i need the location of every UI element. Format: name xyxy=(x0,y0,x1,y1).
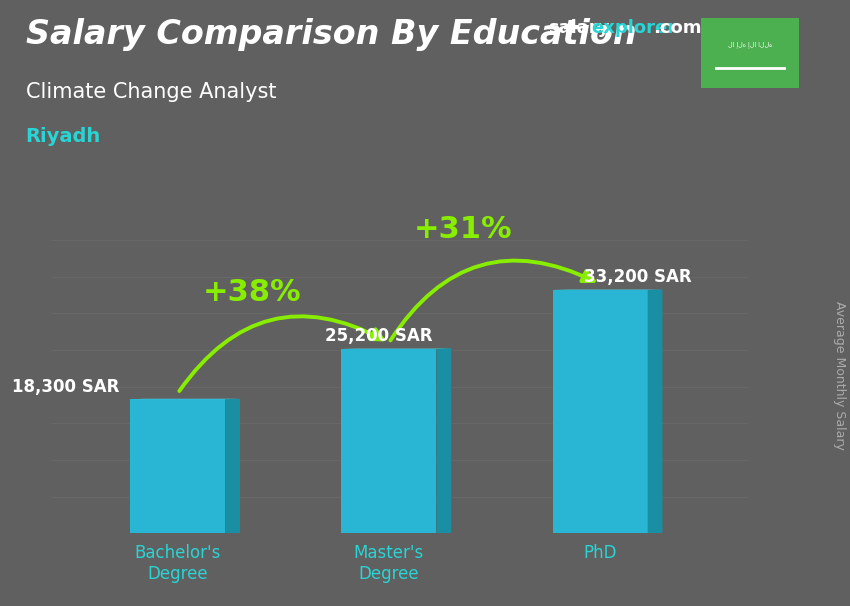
Polygon shape xyxy=(436,348,451,533)
Text: 18,300 SAR: 18,300 SAR xyxy=(12,378,120,396)
FancyBboxPatch shape xyxy=(552,290,648,533)
Text: لا إله إلا الله: لا إله إلا الله xyxy=(728,41,773,48)
Text: .com: .com xyxy=(653,19,701,38)
Text: explorer: explorer xyxy=(591,19,676,38)
Text: 33,200 SAR: 33,200 SAR xyxy=(584,268,692,286)
Text: +38%: +38% xyxy=(202,278,301,307)
FancyBboxPatch shape xyxy=(130,399,225,533)
Text: Riyadh: Riyadh xyxy=(26,127,101,146)
Text: Salary Comparison By Education: Salary Comparison By Education xyxy=(26,18,636,51)
Text: salary: salary xyxy=(548,19,609,38)
Text: 25,200 SAR: 25,200 SAR xyxy=(325,327,432,345)
FancyBboxPatch shape xyxy=(342,348,436,533)
Polygon shape xyxy=(225,399,240,533)
Text: Average Monthly Salary: Average Monthly Salary xyxy=(833,301,846,450)
Polygon shape xyxy=(648,290,662,533)
Text: +31%: +31% xyxy=(414,215,513,244)
Text: Climate Change Analyst: Climate Change Analyst xyxy=(26,82,276,102)
